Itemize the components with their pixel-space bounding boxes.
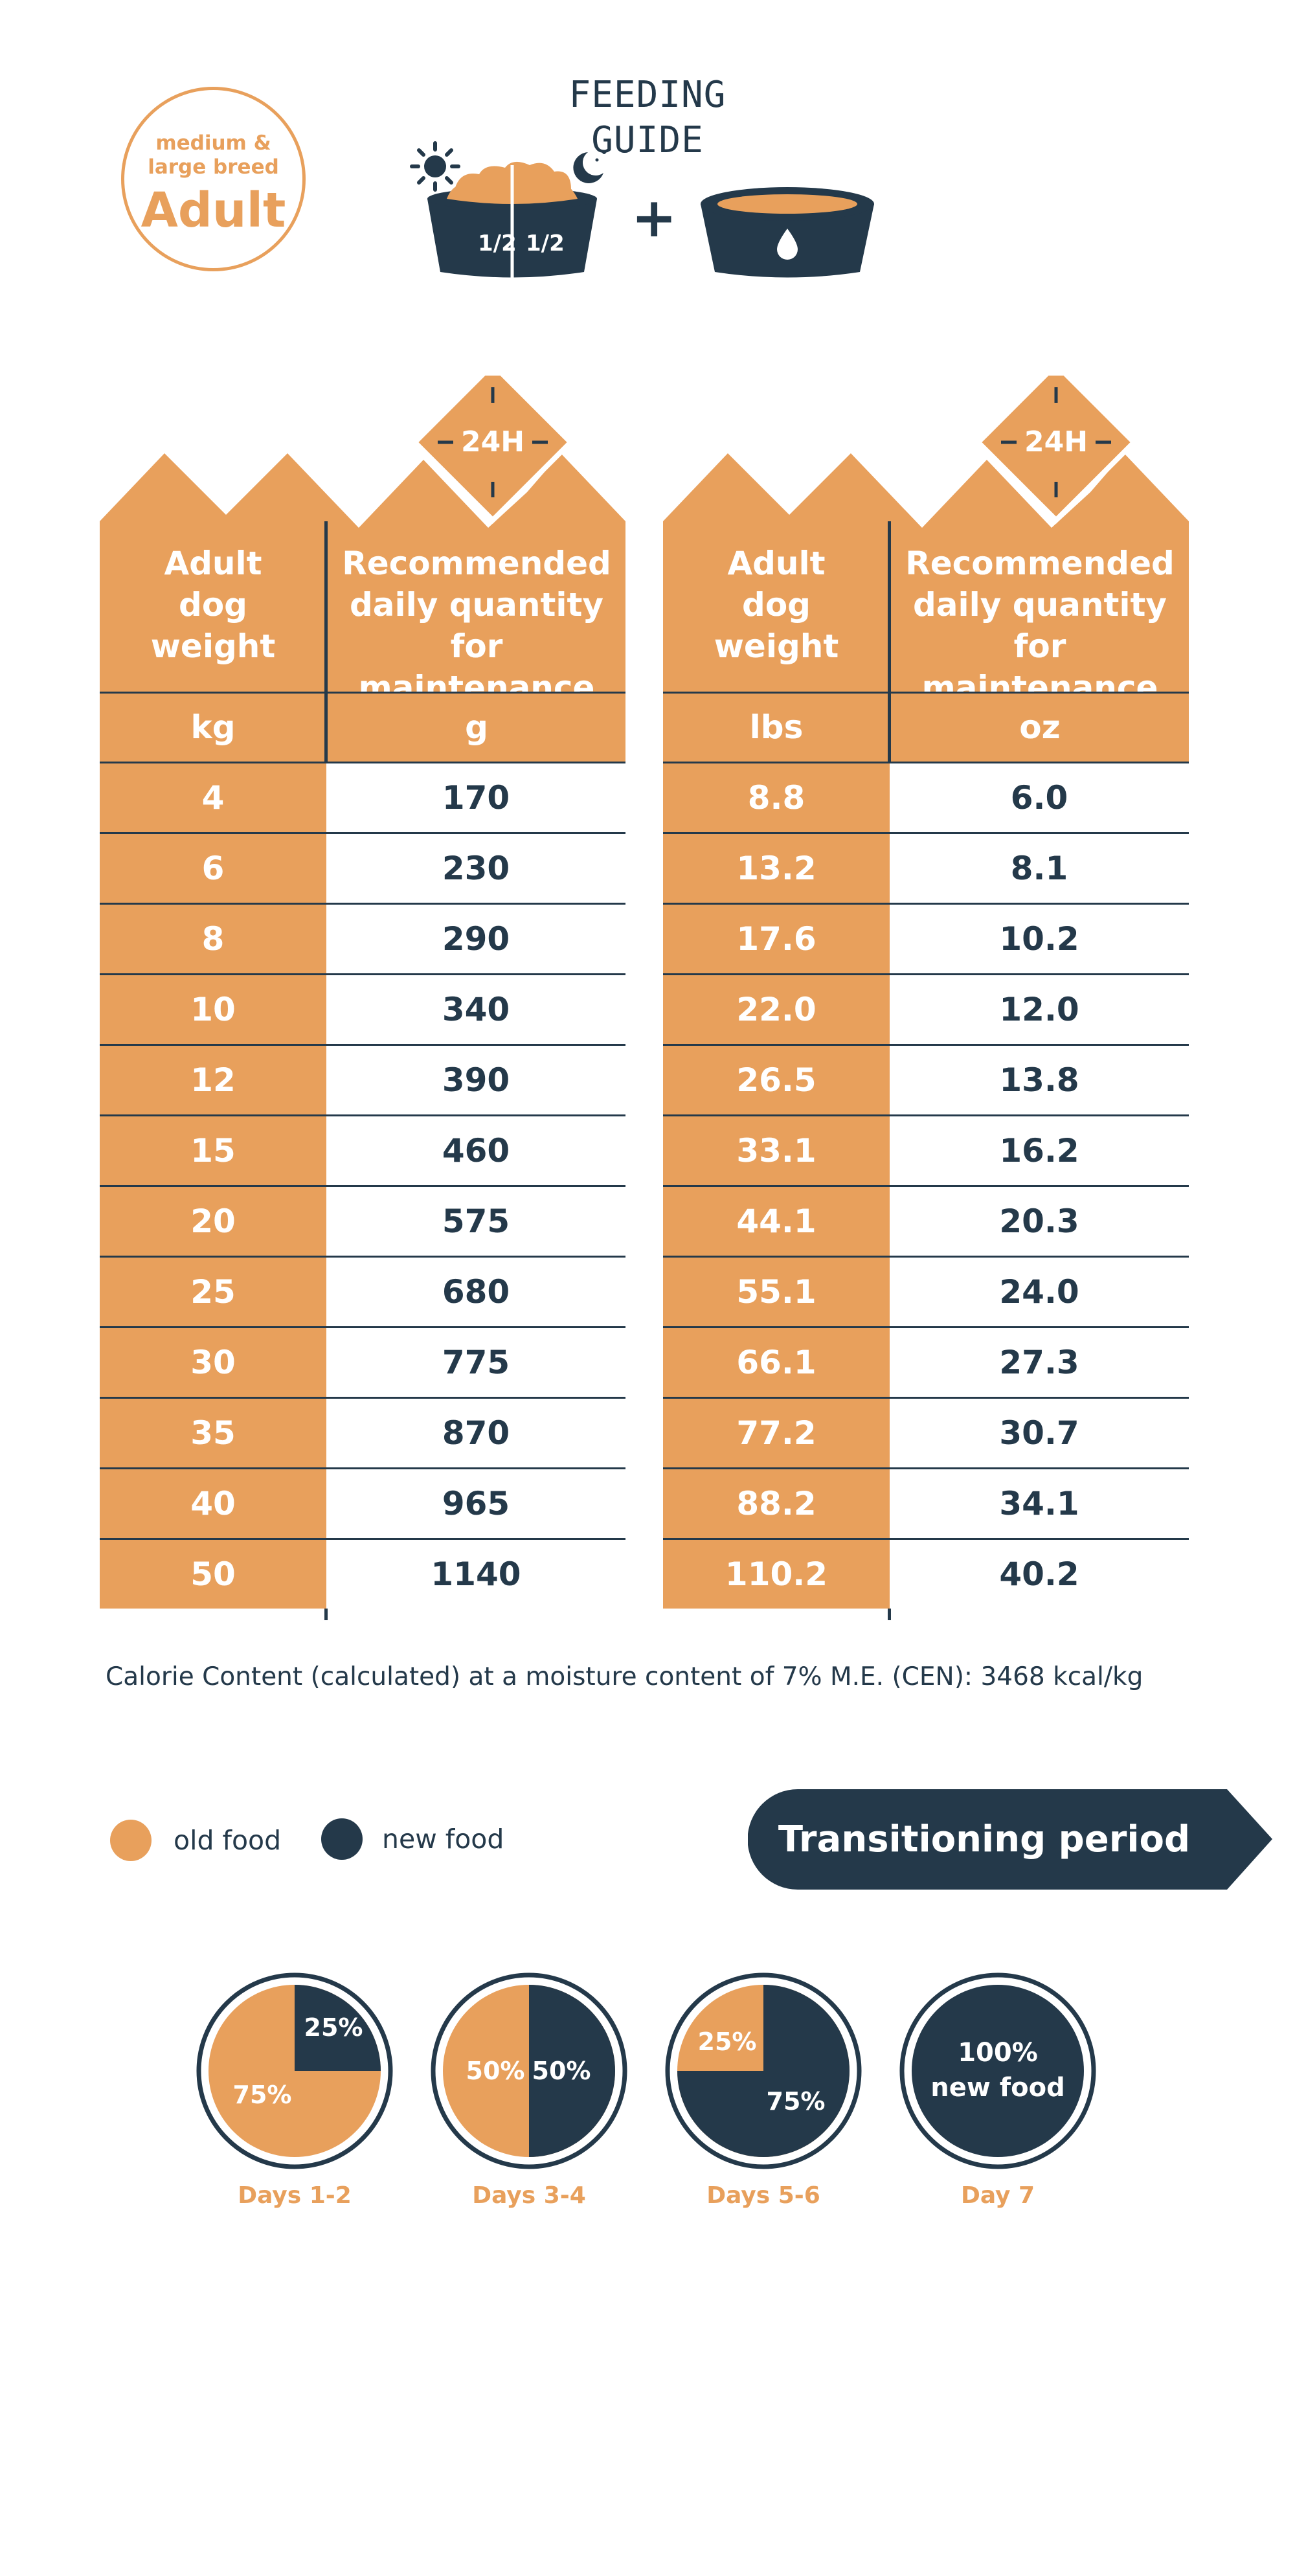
table-imperial: 24H Adult dog weight Recommended daily quan… (663, 376, 1189, 1620)
pie-label-old: 50% (466, 2057, 525, 2085)
pie-days-3-4: 50% 50% (429, 1971, 629, 2171)
feeding-guide-title: FEEDING GUIDE (569, 74, 726, 161)
table-row: 22.0 12.0 (663, 973, 1189, 1044)
table-header-shape (100, 376, 625, 693)
table-row: 20 575 (100, 1185, 625, 1256)
quantity-header: Recommended daily quantity for maintenance (342, 545, 611, 706)
pie-chart (196, 1972, 393, 2169)
pie-label-new: 50% (532, 2057, 591, 2085)
table-row: 4 170 (100, 762, 625, 832)
day-label: Days 5-6 (706, 2182, 820, 2209)
transitioning-period-banner: Transitioning period (748, 1789, 1272, 1890)
water-bowl-icon (701, 187, 874, 278)
unit-row: lbs oz (663, 692, 1189, 762)
old-food-swatch (110, 1820, 152, 1861)
24h-diamond-label: 24H (1024, 425, 1088, 458)
table-row: 110.2 40.2 (663, 1538, 1189, 1609)
new-food-label: new food (382, 1824, 504, 1855)
pie-days-5-6: 25% 75% (663, 1971, 864, 2171)
badge-breed-text: medium & large breed (124, 131, 302, 179)
old-food-label: old food (174, 1825, 282, 1856)
half-right-label: 1/2 (526, 231, 565, 256)
table-row: 17.6 10.2 (663, 903, 1189, 973)
badge-main: Adult (141, 183, 286, 238)
table-metric: 24H Adult dog weight Recommended daily quan… (100, 376, 625, 1620)
feeding-guide-icons: 1/2 1/2 + (410, 141, 874, 283)
unit-quantity: g (465, 708, 488, 746)
pie-label-old: 75% (232, 2081, 292, 2109)
pie-chart (899, 1972, 1096, 2169)
table-row: 50 1140 (100, 1538, 625, 1609)
moon-icon (573, 150, 606, 183)
table-row: 44.1 20.3 (663, 1185, 1189, 1256)
pie-chart (431, 1972, 627, 2169)
day-label: Days 1-2 (238, 2182, 352, 2209)
table-body: 4 170 6 230 8 290 10 340 12 390 15 460 20 575 2… (100, 762, 625, 1609)
table-row: 10 340 (100, 973, 625, 1044)
water-drop-icon (777, 229, 798, 260)
pie-slice-new-food (295, 1985, 381, 2071)
day-label: Day 7 (960, 2182, 1035, 2209)
table-row: 88.2 34.1 (663, 1467, 1189, 1538)
unit-quantity: oz (1019, 708, 1061, 746)
adult-badge: medium & large breed Adult (121, 87, 306, 271)
pie-day-7: 100% new food (897, 1971, 1098, 2171)
pie-slice-new-food (529, 1985, 615, 2157)
table-row: 8 290 (100, 903, 625, 973)
pie-slice-new-food (912, 1985, 1084, 2157)
pie-label-new: 75% (766, 2087, 826, 2116)
transitioning-period-title: Transitioning period (778, 1818, 1191, 1860)
24h-diamond-label: 24H (460, 425, 525, 458)
table-row: 6 230 (100, 832, 625, 903)
table-row: 30 775 (100, 1326, 625, 1397)
badge-line1: medium & (155, 131, 271, 155)
pie-label-center: 100% new food (930, 2038, 1065, 2103)
unit-weight: lbs (749, 708, 804, 746)
calorie-content-note: Calorie Content (calculated) at a moistu… (106, 1662, 1143, 1691)
table-row: 66.1 27.3 (663, 1326, 1189, 1397)
table-row: 25 680 (100, 1256, 625, 1326)
food-bowl-icon: 1/2 1/2 (427, 161, 597, 283)
new-food-swatch (321, 1818, 363, 1860)
unit-row: kg g (100, 692, 625, 762)
table-body: 8.8 6.0 13.2 8.1 17.6 10.2 22.0 12.0 26.5 13.… (663, 762, 1189, 1609)
table-row: 33.1 16.2 (663, 1114, 1189, 1185)
plus-icon: + (631, 186, 677, 249)
table-row: 13.2 8.1 (663, 832, 1189, 903)
table-header-shape (663, 376, 1189, 693)
weight-header: Adult dog weight (714, 545, 839, 665)
sun-icon (410, 141, 460, 192)
banner-arrow-shape (748, 1789, 1272, 1890)
table-row: 55.1 24.0 (663, 1256, 1189, 1326)
table-row: 8.8 6.0 (663, 762, 1189, 832)
unit-weight: kg (190, 708, 236, 746)
pie-chart (665, 1972, 862, 2169)
badge-line2: large breed (148, 155, 279, 179)
table-row: 12 390 (100, 1044, 625, 1114)
table-row: 35 870 (100, 1397, 625, 1467)
day-label: Days 3-4 (472, 2182, 586, 2209)
table-row: 15 460 (100, 1114, 625, 1185)
pie-label-new: 25% (304, 2013, 363, 2042)
pie-days-1-2: 25% 75% (194, 1971, 395, 2171)
quantity-header: Recommended daily quantity for maintenance (905, 545, 1175, 706)
pie-label-old: 25% (697, 2028, 757, 2056)
table-row: 26.5 13.8 (663, 1044, 1189, 1114)
pie-slice-new-food (677, 1985, 850, 2157)
table-row: 77.2 30.7 (663, 1397, 1189, 1467)
weight-header: Adult dog weight (150, 545, 276, 665)
half-left-label: 1/2 (478, 231, 517, 256)
table-row: 40 965 (100, 1467, 625, 1538)
